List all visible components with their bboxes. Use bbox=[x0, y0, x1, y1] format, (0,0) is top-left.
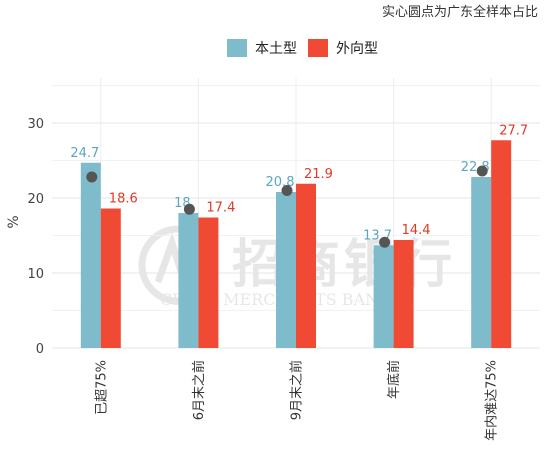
watermark-text-cn: 招商银行 bbox=[232, 235, 456, 295]
data-label-series-1: 18.6 bbox=[109, 192, 138, 207]
y-tick-label: 30 bbox=[27, 117, 44, 132]
y-axis-title: % bbox=[6, 215, 22, 228]
x-tick-label: 年内难达75% bbox=[484, 360, 500, 441]
y-tick-label: 20 bbox=[27, 192, 44, 207]
bar-series-1 bbox=[393, 240, 414, 348]
data-label-series-1: 27.7 bbox=[499, 123, 528, 138]
bar-series-0 bbox=[178, 213, 199, 348]
sample-marker bbox=[379, 236, 391, 248]
sample-marker bbox=[183, 203, 195, 215]
x-tick-label: 9月末之前 bbox=[289, 360, 305, 420]
bar-series-1 bbox=[100, 208, 121, 348]
legend-label-series-1: 外向型 bbox=[336, 41, 378, 57]
data-label-series-1: 21.9 bbox=[304, 167, 333, 182]
bar-series-1 bbox=[296, 183, 316, 348]
y-tick-label: 10 bbox=[27, 267, 44, 282]
x-tick-label: 年底前 bbox=[386, 360, 402, 399]
sample-marker bbox=[476, 165, 488, 177]
chart-note: 实心圆点为广东全样本占比 bbox=[382, 4, 538, 20]
data-label-series-1: 14.4 bbox=[402, 223, 431, 238]
x-tick-label: 6月末之前 bbox=[191, 360, 207, 420]
bar-series-0 bbox=[373, 245, 394, 348]
legend: 本土型 外向型 bbox=[227, 39, 378, 57]
bar-series-1 bbox=[198, 217, 219, 348]
legend-swatch-series-0 bbox=[227, 39, 247, 57]
sample-marker bbox=[86, 171, 98, 183]
sample-marker bbox=[281, 185, 293, 196]
bar-series-0 bbox=[471, 177, 492, 348]
data-label-series-0: 24.7 bbox=[70, 146, 99, 161]
legend-swatch-series-1 bbox=[308, 39, 328, 57]
bar-series-1 bbox=[491, 140, 512, 348]
legend-label-series-0: 本土型 bbox=[255, 41, 297, 57]
data-label-series-1: 17.4 bbox=[206, 201, 235, 216]
x-tick-label: 已超75% bbox=[94, 360, 109, 415]
bar-series-0 bbox=[80, 162, 101, 348]
y-tick-label: 0 bbox=[36, 342, 44, 357]
bar-series-0 bbox=[276, 192, 296, 348]
